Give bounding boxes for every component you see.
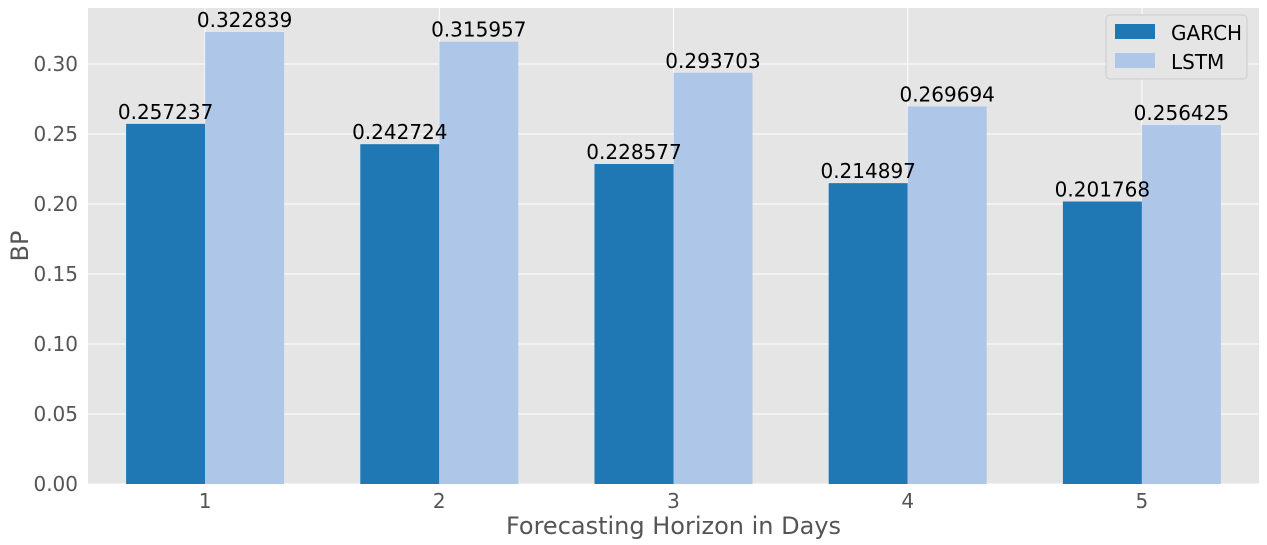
bar-garch — [594, 163, 674, 485]
bar-lstm — [439, 41, 519, 485]
bar-lstm — [673, 72, 753, 485]
legend-swatch-garch — [1115, 24, 1155, 39]
data-label-garch: 0.201768 — [1055, 178, 1150, 202]
y-tick-label: 0.00 — [33, 472, 78, 496]
legend-label-lstm: LSTM — [1171, 50, 1224, 74]
legend-label-garch: GARCH — [1171, 21, 1242, 45]
data-label-garch: 0.257237 — [118, 100, 213, 124]
data-labels-group: 0.257237 0.242724 0.228577 0.214897 0.201768… — [118, 8, 1229, 201]
x-tick-label: 1 — [199, 489, 212, 513]
y-tick-label: 0.10 — [33, 332, 78, 356]
data-label-lstm: 0.269694 — [899, 82, 994, 106]
data-label-garch: 0.228577 — [586, 140, 681, 164]
data-label-garch: 0.214897 — [820, 159, 915, 183]
bar-lstm — [205, 32, 285, 485]
bar-garch — [360, 144, 440, 484]
x-axis-ticks: 1 2 3 4 5 — [199, 489, 1149, 513]
data-label-lstm: 0.256425 — [1134, 101, 1229, 125]
bars-group — [126, 32, 1221, 485]
bar-garch — [126, 123, 206, 485]
bar-garch — [828, 183, 908, 484]
y-tick-label: 0.15 — [33, 262, 78, 286]
y-axis-title: BP — [6, 231, 34, 262]
bar-lstm — [1141, 125, 1221, 484]
bar-lstm — [907, 106, 987, 484]
x-tick-label: 4 — [901, 489, 914, 513]
x-tick-label: 2 — [433, 489, 446, 513]
data-label-garch: 0.242724 — [352, 120, 447, 144]
legend-swatch-lstm — [1115, 53, 1155, 68]
data-label-lstm: 0.293703 — [665, 49, 760, 73]
y-tick-label: 0.25 — [33, 122, 78, 146]
x-tick-label: 5 — [1136, 489, 1149, 513]
y-tick-label: 0.20 — [33, 192, 78, 216]
y-tick-label: 0.30 — [33, 52, 78, 76]
data-label-lstm: 0.315957 — [431, 18, 526, 42]
data-label-lstm: 0.322839 — [197, 8, 292, 32]
y-axis-ticks: 0.00 0.05 0.10 0.15 0.20 0.25 0.30 — [33, 52, 78, 496]
x-axis-title: Forecasting Horizon in Days — [506, 512, 841, 540]
bar-garch — [1062, 201, 1142, 485]
x-tick-label: 3 — [667, 489, 680, 513]
legend: GARCH LSTM — [1105, 14, 1248, 80]
y-tick-label: 0.05 — [33, 402, 78, 426]
